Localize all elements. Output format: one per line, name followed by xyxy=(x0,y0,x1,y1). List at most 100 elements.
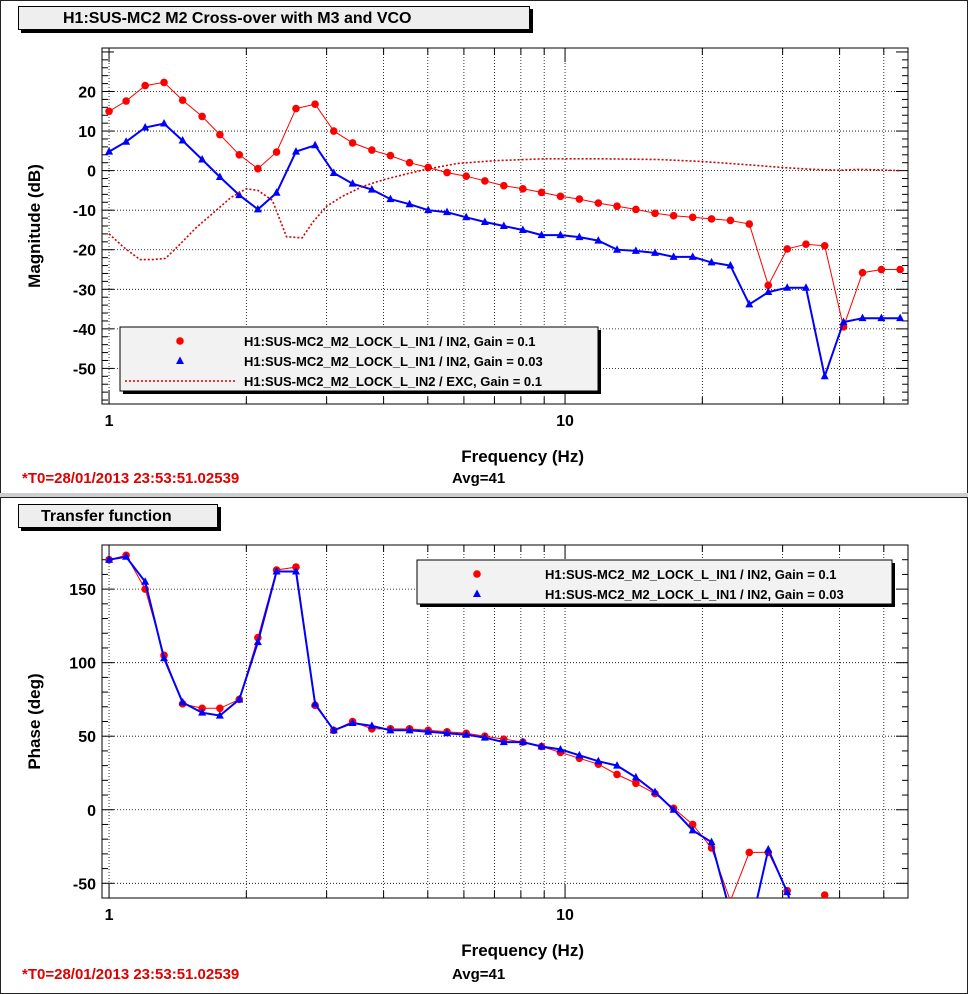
mag-series-0-point xyxy=(707,215,716,223)
mag-series-0-point xyxy=(556,192,565,201)
phase-series-1-point xyxy=(215,711,224,719)
mag-ytick-label: -20 xyxy=(73,243,96,260)
mag-series-1-point xyxy=(235,190,244,199)
mag-series-0-point xyxy=(272,148,281,156)
phase-series-1-point xyxy=(518,737,527,746)
phase-legend-box xyxy=(416,559,893,605)
phase-ytick-label: 150 xyxy=(69,582,96,599)
mag-ytick-label: -30 xyxy=(73,282,96,299)
mag-ytick-label: -10 xyxy=(73,203,96,220)
phase-series-1-point xyxy=(802,945,810,953)
mag-series-1-point xyxy=(499,221,508,229)
phase-series-1-point xyxy=(424,727,433,735)
mag-series-1-point xyxy=(424,205,433,214)
mag-series-0-point xyxy=(745,220,754,228)
mag-series-0-point xyxy=(669,211,678,220)
phase-series-1-point xyxy=(291,566,300,575)
mag-x-axis-title: Frequency (Hz) xyxy=(461,447,584,466)
phase-series-1-point xyxy=(556,744,565,753)
phase-series-1-point xyxy=(160,653,169,662)
mag-series-1-point xyxy=(631,246,640,254)
mag-legend-marker-1 xyxy=(176,356,184,364)
phase-series-1-point xyxy=(726,908,734,916)
phase-ytick-label: 50 xyxy=(78,729,96,746)
phase-series-1-point xyxy=(499,737,508,746)
mag-series-1-point xyxy=(367,185,376,193)
mag-series-1-point xyxy=(726,261,735,269)
mag-series-0-point xyxy=(651,209,659,218)
mag-series-1-point xyxy=(556,230,565,239)
phase-ytick-label: 0 xyxy=(87,803,96,820)
phase-series-1-point xyxy=(688,825,697,834)
phase-series-1-point xyxy=(594,756,603,765)
mag-series-0-point xyxy=(500,181,508,190)
mag-series-1-point xyxy=(141,123,150,131)
mag-series-0-point xyxy=(235,151,244,159)
mag-series-1-point xyxy=(386,194,395,203)
mag-series-1-point xyxy=(858,313,867,322)
mag-series-1-point xyxy=(122,137,131,145)
mag-series-1-point xyxy=(575,232,584,241)
mag-series-1-point xyxy=(462,212,471,221)
phase-series-1-point xyxy=(480,733,489,741)
phase-series-1-point xyxy=(329,725,338,734)
mag-series-0-point xyxy=(726,216,735,225)
mag-series-1-point xyxy=(613,245,622,253)
mag-series-0-point xyxy=(368,146,376,154)
mag-series-1-point xyxy=(801,283,810,291)
mag-series-0-point xyxy=(216,130,224,139)
mag-series-0-point xyxy=(160,78,168,87)
mag-series-0-point xyxy=(613,202,621,211)
mag-series-1-point xyxy=(178,136,187,144)
phase-series-1-point xyxy=(631,772,640,781)
phase-legend-marker-1 xyxy=(473,589,481,597)
phase-series-0-point xyxy=(745,848,754,857)
mag-series-0-point xyxy=(311,100,319,108)
mag-series-0-point xyxy=(537,188,546,197)
mag-legend-label-0: H1:SUS-MC2_M2_LOCK_L_IN1 / IN2, Gain = 0… xyxy=(244,334,536,349)
mag-series-0-point xyxy=(575,195,584,203)
mag-xtick-label: 1 xyxy=(105,413,114,430)
phase-series-1-point xyxy=(105,555,114,563)
mag-series-1-point xyxy=(669,252,678,260)
phase-series-1-point xyxy=(348,718,357,726)
mag-series-2-line xyxy=(108,158,900,261)
phase-series-1-point xyxy=(783,887,792,896)
phase-series-1-point xyxy=(198,708,207,716)
mag-series-1-point xyxy=(198,155,207,163)
mag-series-1-point xyxy=(443,207,452,216)
bottom-average-count: Avg=41 xyxy=(452,966,506,983)
phase-title: Transfer function xyxy=(18,504,218,528)
mag-series-1-point xyxy=(651,248,660,256)
mag-series-group xyxy=(105,78,905,381)
mag-series-1-point xyxy=(745,299,754,308)
mag-ytick-label: 20 xyxy=(78,85,96,102)
mag-series-0-point xyxy=(141,81,149,90)
top-average-count: Avg=41 xyxy=(452,470,506,487)
phase-ytick-label: -50 xyxy=(73,876,96,893)
phase-series-1-point xyxy=(367,721,376,729)
mag-series-1-point xyxy=(105,147,114,155)
mag-series-0-point xyxy=(329,127,338,135)
phase-series-0-point xyxy=(632,779,640,788)
phase-series-1-point xyxy=(253,637,262,646)
phase-ytick-label: 100 xyxy=(69,656,96,673)
phase-legend-label-1: H1:SUS-MC2_M2_LOCK_L_IN1 / IN2, Gain = 0… xyxy=(545,587,844,602)
phase-series-1-point xyxy=(178,697,187,706)
mag-series-0-point xyxy=(386,151,395,160)
mag-series-1-point xyxy=(537,230,546,239)
mag-series-1-point xyxy=(160,119,169,127)
phase-series-group xyxy=(105,551,829,953)
mag-series-0-point xyxy=(594,199,603,207)
mag-series-0-point xyxy=(481,177,489,185)
mag-series-1-point xyxy=(405,199,414,208)
mag-legend-label-2: H1:SUS-MC2_M2_LOCK_L_IN2 / EXC, Gain = 0… xyxy=(244,374,542,389)
mag-series-1-point xyxy=(291,147,300,155)
mag-series-0-point xyxy=(254,164,262,173)
mag-series-1-point xyxy=(594,236,603,244)
mag-series-0-point xyxy=(348,139,357,147)
mag-series-0-point xyxy=(105,107,113,116)
mag-ytick-label: -40 xyxy=(73,322,96,339)
mag-series-1-point xyxy=(839,317,848,326)
